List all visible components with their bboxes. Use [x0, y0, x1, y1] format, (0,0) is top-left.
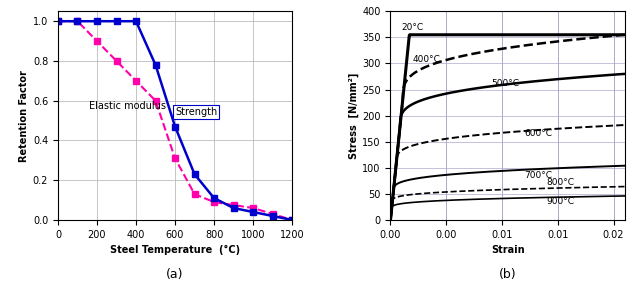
- Y-axis label: Retention Factor: Retention Factor: [19, 70, 29, 162]
- Text: 800°C: 800°C: [547, 178, 574, 187]
- Text: 500°C: 500°C: [491, 79, 519, 88]
- Text: (b): (b): [498, 268, 516, 281]
- Text: 400°C: 400°C: [413, 55, 440, 64]
- Text: (a): (a): [166, 268, 184, 281]
- X-axis label: Strain: Strain: [491, 245, 524, 255]
- Text: 20°C: 20°C: [402, 23, 424, 32]
- X-axis label: Steel Temperature  (°C): Steel Temperature (°C): [110, 245, 240, 255]
- Text: 900°C: 900°C: [547, 197, 574, 206]
- Text: Strength: Strength: [175, 107, 217, 117]
- Y-axis label: Stress  [N/mm²]: Stress [N/mm²]: [349, 72, 359, 159]
- Text: 700°C: 700°C: [524, 171, 553, 180]
- Text: 600°C: 600°C: [524, 129, 553, 138]
- Text: Elastic modulus: Elastic modulus: [89, 101, 166, 111]
